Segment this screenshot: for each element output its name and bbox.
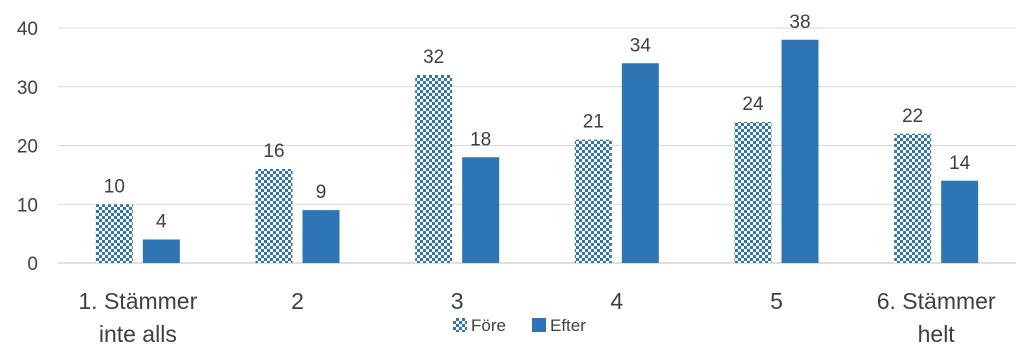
y-tick-label: 10 [17,195,38,216]
bar-fore [415,75,453,263]
x-tick-label: helt [918,321,956,347]
data-label: 18 [470,129,491,150]
y-tick-label: 40 [17,19,38,40]
x-axis-ticks: 1. Stämmer inte alls 2 3 4 5 6. Stämmer helt [78,288,996,347]
data-label: 32 [423,47,444,68]
bar-efter [621,63,659,263]
x-tick-label: 1. Stämmer [78,288,197,314]
y-axis-ticks: 0 10 20 30 40 [17,19,38,275]
bar-fore [894,133,932,263]
data-label: 14 [949,153,971,174]
x-tick-label: inte alls [99,321,177,347]
data-label: 4 [156,212,167,233]
legend: Före Efter [453,316,586,335]
data-label: 34 [630,35,652,56]
bar-fore [734,122,772,263]
data-label: 22 [902,106,923,127]
legend-swatch [453,318,467,332]
data-label: 24 [742,94,764,115]
bar-fore [255,169,293,263]
x-tick-label: 2 [291,288,304,314]
gridlines [58,27,1016,264]
y-tick-label: 30 [17,78,38,99]
legend-label: Före [471,316,506,335]
data-label: 21 [583,112,604,133]
bar-efter [302,210,340,263]
data-label: 38 [789,12,810,33]
bars [95,39,979,263]
y-tick-label: 20 [17,137,38,158]
x-tick-label: 4 [610,288,623,314]
data-label: 16 [263,141,284,162]
x-tick-label: 6. Stämmer [877,288,996,314]
bar-efter [781,39,819,263]
legend-swatch [532,318,546,332]
bar-fore [574,139,612,263]
bar-efter [142,239,180,263]
x-tick-label: 5 [770,288,783,314]
y-tick-label: 0 [27,254,38,275]
legend-label: Efter [550,316,586,335]
bar-efter [462,157,500,263]
bar-efter [941,180,979,263]
bar-fore [95,204,133,263]
data-label: 9 [316,182,327,203]
data-label: 10 [104,176,125,197]
data-labels: 10 4 16 9 32 18 21 34 24 38 22 14 [104,12,971,233]
x-tick-label: 3 [451,288,464,314]
